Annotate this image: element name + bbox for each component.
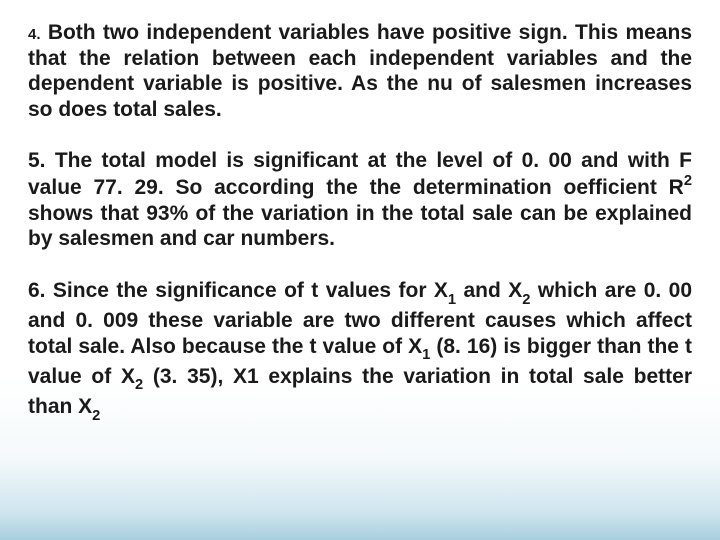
paragraph-4: 4. Both two independent variables have p… xyxy=(28,20,692,122)
paragraph-4-body: Both two independent variables have posi… xyxy=(28,21,692,121)
subscript-x1-a: 1 xyxy=(448,292,456,308)
slide: 4. Both two independent variables have p… xyxy=(0,0,720,540)
subscript-x2-a: 2 xyxy=(522,292,530,308)
paragraph-5-body-b: shows that 93% of the variation in the t… xyxy=(28,202,692,251)
superscript-r-squared: 2 xyxy=(684,173,692,189)
subscript-x1-b: 1 xyxy=(422,347,430,363)
subscript-x2-c: 2 xyxy=(92,408,100,424)
paragraph-5: 5. The total model is significant at the… xyxy=(28,148,692,251)
paragraph-4-number: 4. xyxy=(28,26,41,43)
paragraph-6: 6. Since the significance of t values fo… xyxy=(28,278,692,424)
paragraph-5-body-a: 5. The total model is significant at the… xyxy=(28,149,692,199)
paragraph-6-body-b: and X xyxy=(456,279,522,302)
subscript-x2-b: 2 xyxy=(135,377,143,393)
paragraph-6-body-a: 6. Since the significance of t values fo… xyxy=(28,279,448,302)
